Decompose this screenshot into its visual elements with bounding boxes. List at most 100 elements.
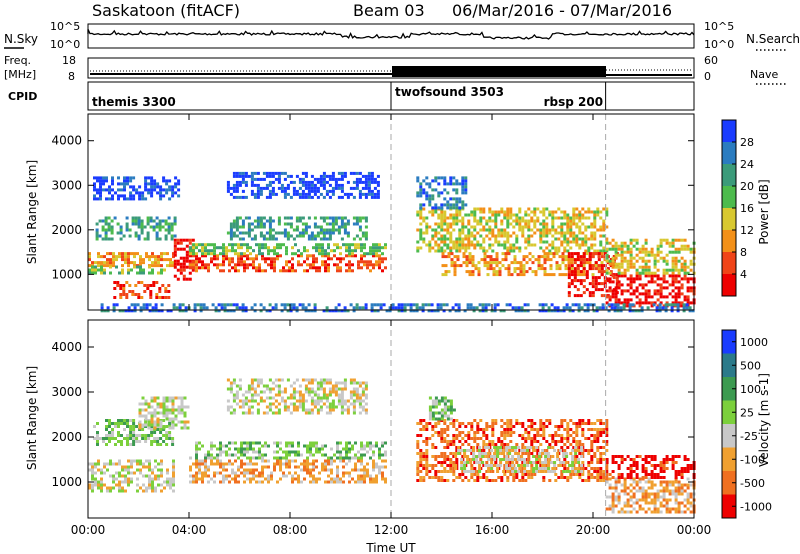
power-cell <box>605 256 609 260</box>
power-cell <box>545 234 549 238</box>
power-cell <box>189 252 192 256</box>
power-cell <box>566 222 570 226</box>
power-cell <box>363 260 366 264</box>
velocity-cell <box>512 425 516 428</box>
velocity-cell <box>235 396 239 400</box>
power-cell <box>558 267 562 271</box>
velocity-cell <box>213 471 216 475</box>
power-cell <box>593 249 597 253</box>
power-cell <box>470 213 474 217</box>
power-cell <box>614 250 618 254</box>
power-cell <box>567 291 571 295</box>
power-cell <box>337 171 341 175</box>
velocity-cell <box>256 384 260 388</box>
velocity-cell <box>345 462 348 466</box>
velocity-cell <box>291 459 294 463</box>
velocity-cell <box>467 443 471 446</box>
power-cell <box>117 194 120 198</box>
power-cell <box>192 263 195 267</box>
power-cell <box>213 246 216 250</box>
power-cell <box>584 243 588 247</box>
power-cell <box>307 180 311 184</box>
velocity-cell <box>360 480 363 484</box>
power-cell <box>683 271 687 275</box>
power-cell <box>108 188 111 192</box>
power-cell <box>661 306 665 310</box>
velocity-cell <box>572 437 576 440</box>
power-cell <box>458 249 462 253</box>
power-cell <box>195 252 198 256</box>
power-cell <box>301 303 305 307</box>
velocity-cell <box>358 396 362 400</box>
nsearch-label: N.Search <box>746 32 800 46</box>
power-cell <box>126 176 129 180</box>
power-cell <box>406 303 410 307</box>
velocity-cell <box>238 405 242 409</box>
velocity-cell <box>301 393 305 397</box>
velocity-cell <box>491 443 495 446</box>
velocity-cell <box>545 464 549 467</box>
power-cell <box>286 231 290 235</box>
power-cell <box>238 225 242 229</box>
velocity-cell <box>136 477 139 481</box>
power-cell <box>458 206 462 210</box>
power-cell <box>217 303 221 307</box>
power-cell <box>565 303 569 307</box>
power-cell <box>382 303 386 307</box>
velocity-cell <box>551 446 555 449</box>
velocity-cell <box>309 450 312 454</box>
power-cell <box>361 186 365 190</box>
velocity-cell <box>449 458 453 461</box>
power-cell <box>449 197 453 201</box>
power-cell <box>458 240 462 244</box>
power-cell <box>556 306 560 310</box>
velocity-cell <box>123 428 126 431</box>
power-cell <box>295 216 299 220</box>
power-cell <box>310 183 314 187</box>
power-cell <box>588 267 592 271</box>
velocity-cell <box>195 450 198 454</box>
power-cell <box>425 197 429 201</box>
velocity-cell <box>590 428 594 431</box>
power-cell <box>570 282 574 286</box>
power-cell <box>306 263 309 267</box>
velocity-cell <box>201 444 204 448</box>
power-cell <box>628 309 632 313</box>
power-cell <box>153 182 157 186</box>
velocity-cell <box>349 390 353 394</box>
power-cell <box>241 222 245 226</box>
power-cell <box>328 234 332 238</box>
velocity-cell <box>355 381 359 385</box>
power-cell <box>458 219 462 223</box>
velocity-cell <box>357 480 360 484</box>
velocity-cell <box>100 471 103 475</box>
power-cell <box>641 244 645 248</box>
velocity-cell <box>232 381 236 385</box>
velocity-cell <box>159 443 163 446</box>
power-cell <box>626 289 630 293</box>
power-cell <box>195 269 198 273</box>
power-cell <box>307 195 311 199</box>
velocity-cell <box>440 428 444 431</box>
velocity-cell <box>153 414 157 418</box>
velocity-cell <box>575 443 579 446</box>
velocity-cell <box>141 396 145 400</box>
power-cell <box>185 244 189 248</box>
power-cell <box>330 257 333 261</box>
power-cell <box>613 303 617 307</box>
velocity-cell <box>297 465 300 469</box>
power-cell <box>373 303 377 307</box>
power-cell <box>650 253 654 257</box>
power-cell <box>563 234 567 238</box>
velocity-cell <box>521 467 525 470</box>
velocity-cell <box>578 443 582 446</box>
power-cell <box>310 234 314 238</box>
power-cell <box>605 210 609 214</box>
power-cell <box>488 216 492 220</box>
nsky-panel-frame <box>87 23 695 49</box>
velocity-cell <box>168 434 172 437</box>
power-cell <box>364 237 368 241</box>
velocity-cell <box>252 477 255 481</box>
power-cell <box>151 268 154 272</box>
power-cell <box>664 303 668 307</box>
